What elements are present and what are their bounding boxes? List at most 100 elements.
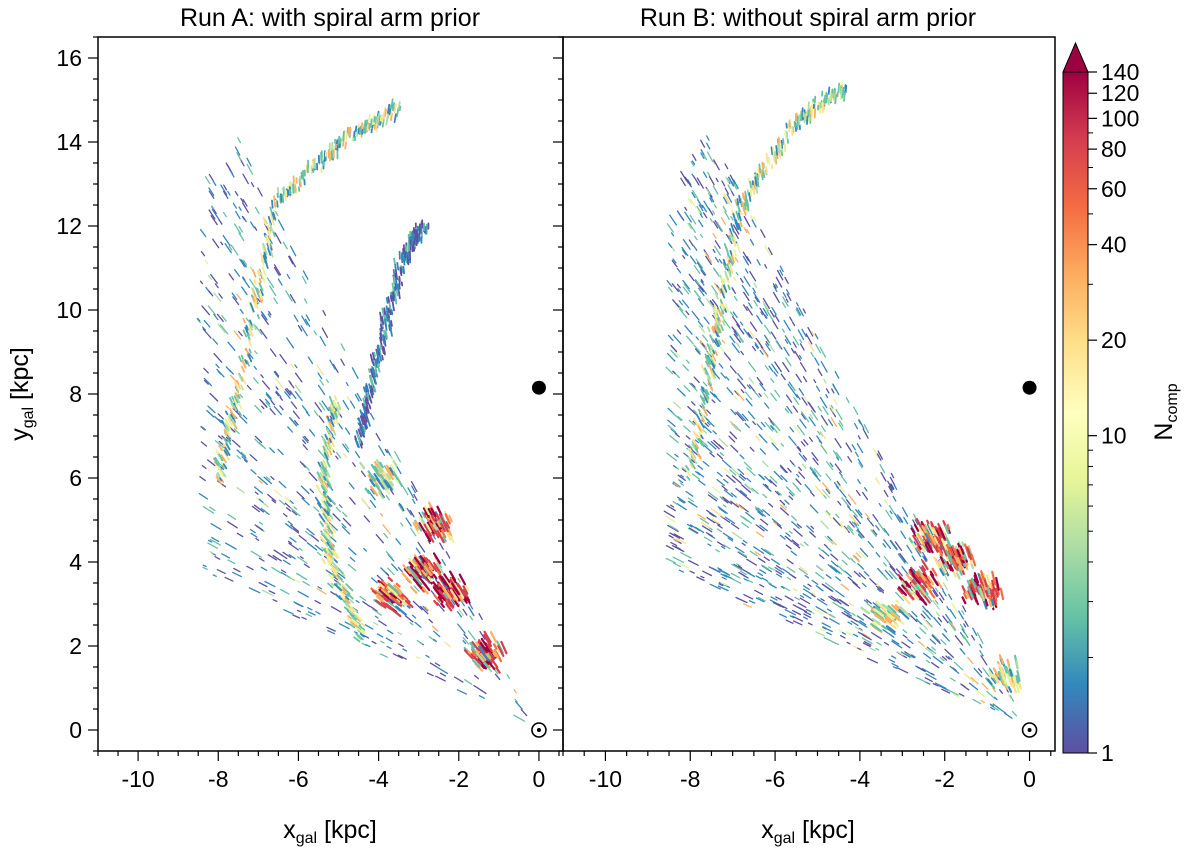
density-mark-b bbox=[666, 559, 675, 563]
density-mark-a bbox=[254, 378, 259, 383]
density-mark-b bbox=[673, 557, 683, 562]
density-mark-b bbox=[824, 379, 826, 382]
density-mark-a bbox=[307, 543, 316, 550]
density-mark-a bbox=[301, 557, 304, 559]
x-tick-label-a: -6 bbox=[288, 766, 308, 792]
density-mark-b bbox=[753, 347, 756, 351]
density-mark-b bbox=[744, 277, 750, 286]
density-mark-a bbox=[208, 460, 215, 466]
density-mark-a bbox=[336, 419, 338, 425]
density-mark-a bbox=[388, 568, 394, 575]
density-mark-b bbox=[756, 576, 761, 579]
density-mark-a bbox=[362, 624, 365, 626]
density-mark-b bbox=[838, 501, 841, 505]
density-mark-a bbox=[216, 364, 219, 367]
density-mark-a bbox=[250, 455, 257, 461]
density-mark-b bbox=[685, 212, 692, 222]
density-mark-a bbox=[242, 287, 247, 295]
density-mark-b bbox=[903, 630, 907, 633]
density-mark-b bbox=[709, 365, 712, 372]
density-mark-b bbox=[829, 87, 830, 94]
density-mark-b bbox=[917, 678, 927, 683]
density-mark-a bbox=[226, 411, 228, 414]
density-mark-b bbox=[836, 577, 841, 581]
density-mark-a bbox=[304, 564, 309, 567]
density-mark-a bbox=[334, 580, 337, 582]
density-mark-b bbox=[715, 351, 717, 355]
density-mark-a bbox=[295, 365, 297, 368]
density-mark-a bbox=[274, 232, 275, 236]
density-mark-a bbox=[208, 543, 217, 548]
density-mark-a bbox=[350, 128, 351, 136]
density-mark-a bbox=[274, 298, 277, 303]
density-mark-b bbox=[743, 252, 748, 260]
density-mark-b bbox=[841, 584, 848, 590]
density-mark-b bbox=[785, 278, 788, 284]
density-mark-b bbox=[718, 472, 723, 476]
density-mark-a bbox=[370, 396, 372, 403]
density-mark-a bbox=[225, 577, 233, 581]
density-mark-b bbox=[724, 479, 728, 483]
x-tick-label-a: -10 bbox=[121, 766, 154, 792]
density-mark-b bbox=[868, 542, 873, 548]
density-mark-b bbox=[892, 664, 898, 667]
density-mark-b bbox=[799, 467, 802, 470]
density-mark-a bbox=[310, 430, 315, 436]
density-mark-b bbox=[683, 365, 688, 371]
density-mark-b bbox=[884, 563, 887, 566]
density-mark-b bbox=[857, 444, 862, 453]
density-mark-a bbox=[352, 368, 358, 379]
density-mark-a bbox=[441, 673, 446, 676]
density-mark-a bbox=[268, 278, 274, 287]
density-mark-a bbox=[364, 516, 369, 522]
density-mark-a bbox=[385, 319, 386, 322]
density-mark-a bbox=[294, 507, 297, 509]
density-mark-b bbox=[919, 642, 925, 647]
density-mark-b bbox=[772, 147, 773, 154]
density-mark-b bbox=[981, 656, 987, 665]
density-mark-b bbox=[821, 362, 827, 372]
density-mark-b bbox=[792, 616, 802, 621]
density-mark-a bbox=[368, 409, 369, 413]
density-mark-b bbox=[832, 561, 838, 566]
density-mark-a bbox=[384, 347, 385, 353]
density-mark-b bbox=[987, 691, 995, 698]
density-mark-a bbox=[284, 187, 285, 195]
density-mark-a bbox=[255, 406, 261, 413]
density-mark-b bbox=[713, 234, 716, 239]
density-mark-a bbox=[277, 201, 278, 206]
density-mark-a bbox=[349, 483, 354, 489]
density-mark-a bbox=[202, 466, 206, 469]
density-mark-b bbox=[925, 678, 932, 682]
density-mark-b bbox=[811, 353, 813, 357]
density-mark-b bbox=[816, 632, 825, 636]
density-mark-a bbox=[360, 597, 366, 601]
density-mark-b bbox=[670, 215, 677, 225]
density-mark-a bbox=[296, 373, 302, 382]
density-mark-b bbox=[724, 469, 730, 474]
density-mark-b bbox=[686, 311, 689, 314]
density-mark-b bbox=[775, 154, 776, 162]
density-mark-b bbox=[1020, 684, 1021, 688]
density-mark-a bbox=[280, 397, 282, 400]
density-mark-a bbox=[235, 192, 237, 196]
density-mark-b bbox=[810, 505, 818, 513]
density-mark-b bbox=[820, 397, 826, 407]
density-mark-b bbox=[704, 172, 707, 177]
density-mark-b bbox=[862, 583, 866, 586]
density-mark-b bbox=[713, 431, 716, 434]
density-mark-a bbox=[281, 590, 289, 594]
density-mark-b bbox=[754, 217, 756, 221]
density-mark-b bbox=[943, 634, 950, 641]
density-mark-b bbox=[804, 589, 813, 594]
density-mark-b bbox=[964, 593, 966, 598]
density-mark-a bbox=[204, 368, 209, 373]
density-mark-b bbox=[729, 232, 730, 235]
density-mark-a bbox=[408, 488, 413, 498]
density-mark-b bbox=[725, 353, 731, 360]
density-mark-b bbox=[754, 283, 757, 287]
density-mark-b bbox=[748, 412, 754, 419]
density-mark-a bbox=[434, 601, 437, 605]
density-mark-b bbox=[863, 492, 868, 499]
density-mark-b bbox=[701, 576, 704, 577]
